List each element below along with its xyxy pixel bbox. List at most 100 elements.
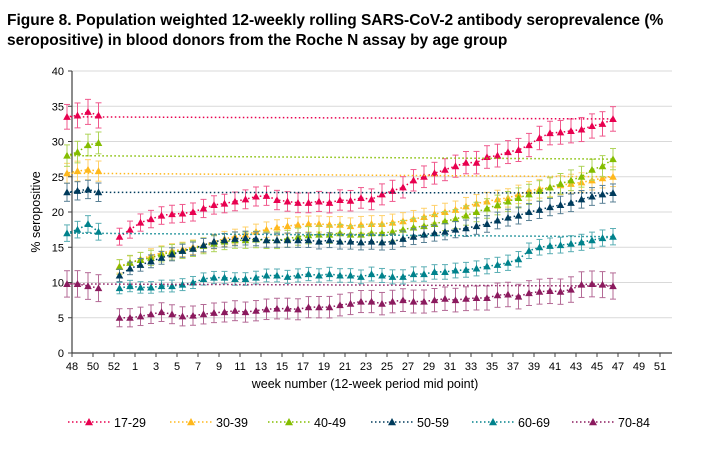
legend-marker	[85, 418, 93, 426]
data-point	[399, 234, 407, 242]
data-point	[367, 229, 376, 237]
legend-item-40-49: 40-49	[268, 416, 346, 430]
data-point	[220, 308, 229, 316]
data-point	[325, 236, 334, 244]
data-point	[273, 304, 281, 312]
data-point	[535, 187, 544, 194]
data-point	[577, 238, 586, 246]
data-point	[525, 208, 533, 216]
x-tick-label: 5	[174, 361, 180, 373]
data-point	[336, 271, 344, 279]
data-point	[472, 222, 481, 230]
data-point	[514, 194, 523, 201]
data-point	[483, 294, 491, 302]
data-point	[294, 199, 302, 206]
x-tick-label: 23	[360, 361, 372, 373]
legend-label: 30-39	[216, 416, 248, 430]
data-point	[115, 284, 124, 292]
data-point	[63, 113, 71, 120]
data-point	[241, 275, 250, 283]
data-point	[588, 236, 596, 244]
x-tick-label: 49	[633, 361, 645, 373]
data-point	[357, 273, 365, 280]
data-point	[283, 304, 292, 312]
data-point	[262, 191, 271, 199]
data-point	[357, 194, 365, 201]
data-point	[220, 273, 229, 281]
data-point	[252, 306, 260, 314]
data-point	[252, 234, 260, 242]
data-point	[514, 255, 523, 263]
data-point	[504, 197, 512, 205]
data-point	[483, 220, 491, 228]
data-point	[210, 309, 218, 316]
legend-label: 17-29	[114, 416, 146, 430]
data-point	[514, 146, 523, 153]
data-point	[199, 204, 208, 212]
data-point	[136, 218, 145, 226]
data-point	[577, 125, 586, 133]
data-point	[126, 264, 134, 272]
data-point	[441, 217, 449, 225]
data-point	[409, 297, 418, 305]
data-point	[504, 148, 512, 156]
data-point	[409, 270, 418, 278]
x-tick-label: 39	[528, 361, 540, 373]
data-point	[409, 176, 418, 184]
data-point	[420, 172, 428, 180]
data-point	[168, 282, 176, 290]
data-point	[189, 311, 197, 319]
data-point	[441, 227, 449, 235]
x-tick-label: 33	[465, 361, 477, 373]
data-point	[84, 165, 92, 173]
data-point	[567, 239, 575, 247]
data-point	[73, 111, 82, 119]
data-point	[315, 197, 323, 205]
data-point	[357, 297, 365, 305]
data-point	[157, 282, 166, 290]
legend-label: 50-59	[417, 416, 449, 430]
data-point	[556, 241, 565, 249]
data-point	[378, 238, 386, 246]
data-point	[294, 236, 302, 244]
data-point	[84, 141, 92, 149]
data-point	[115, 313, 124, 321]
data-point	[157, 254, 166, 261]
data-point	[399, 296, 407, 304]
data-point	[273, 196, 281, 204]
legend-label: 40-49	[314, 416, 346, 430]
legend: 17-29 30-39 40-49 50-59 60-69 70-84	[68, 416, 650, 430]
data-point	[252, 192, 260, 200]
series-17-29	[63, 98, 617, 246]
series-line	[66, 142, 616, 268]
data-point	[451, 162, 460, 170]
data-point	[483, 262, 491, 270]
data-point	[84, 185, 92, 193]
data-point	[462, 211, 470, 219]
data-point	[304, 236, 313, 244]
x-axis-label: week number (12-week period mid point)	[251, 377, 479, 391]
data-point	[598, 280, 607, 288]
data-point	[388, 237, 397, 245]
data-point	[546, 129, 554, 137]
data-point	[304, 220, 313, 228]
x-tick-label: 35	[486, 361, 498, 373]
data-point	[525, 289, 533, 297]
data-point	[325, 303, 334, 311]
data-point	[241, 308, 250, 316]
data-point	[567, 285, 575, 293]
y-tick-label: 35	[52, 101, 64, 113]
data-point	[430, 268, 439, 275]
data-point	[73, 187, 82, 194]
data-point	[178, 312, 187, 320]
x-tick-label: 3	[153, 361, 159, 373]
data-point	[451, 215, 460, 223]
y-tick-label: 10	[52, 278, 64, 290]
data-point	[73, 167, 82, 175]
x-tick-label: 15	[276, 361, 288, 373]
data-point	[304, 303, 313, 311]
data-point	[357, 230, 365, 238]
data-point	[294, 220, 302, 228]
data-point	[178, 246, 187, 254]
